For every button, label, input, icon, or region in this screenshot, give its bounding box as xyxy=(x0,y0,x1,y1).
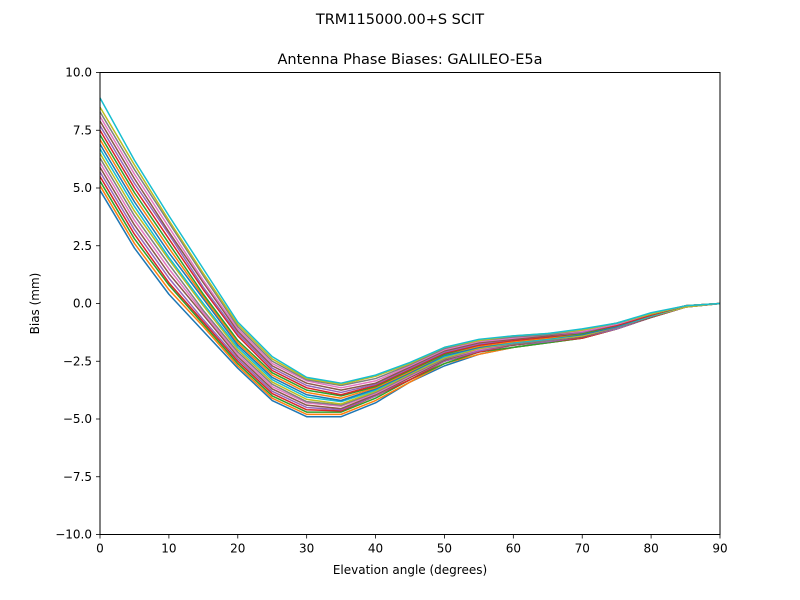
x-tick-label: 90 xyxy=(712,542,727,556)
y-tick-label: 5.0 xyxy=(73,181,92,195)
y-tick-label: −10.0 xyxy=(55,528,92,542)
series-line xyxy=(99,143,721,402)
series-line xyxy=(99,120,721,391)
x-axis-label: Elevation angle (degrees) xyxy=(333,563,487,577)
x-axis: 0 10 20 30 40 50 60 70 80 90 xyxy=(96,534,728,556)
series-line xyxy=(99,139,721,399)
y-tick-label: −7.5 xyxy=(63,470,92,484)
series-line xyxy=(99,97,721,384)
x-tick-label: 80 xyxy=(643,542,658,556)
y-tick-label: 2.5 xyxy=(73,239,92,253)
figure-suptitle: TRM115000.00+S SCIT xyxy=(315,12,484,28)
y-tick-label: 7.5 xyxy=(73,123,92,137)
x-tick-label: 20 xyxy=(230,542,245,556)
series-layer xyxy=(99,97,721,418)
series-line xyxy=(99,129,721,396)
x-tick-label: 70 xyxy=(575,542,590,556)
y-axis-label: Bias (mm) xyxy=(28,273,42,335)
x-tick-label: 10 xyxy=(161,542,176,556)
series-line xyxy=(99,116,721,389)
y-tick-label: −5.0 xyxy=(63,412,92,426)
x-tick-label: 60 xyxy=(506,542,521,556)
series-line xyxy=(99,106,721,386)
y-axis: 10.0 7.5 5.0 2.5 0.0 −2.5 −5.0 −7.5 −10.0 xyxy=(55,66,100,542)
series-line xyxy=(99,111,721,387)
x-tick-label: 30 xyxy=(299,542,314,556)
y-tick-label: −2.5 xyxy=(63,354,92,368)
x-tick-label: 50 xyxy=(437,542,452,556)
series-line xyxy=(99,157,721,406)
y-tick-label: 0.0 xyxy=(73,297,92,311)
x-tick-label: 40 xyxy=(368,542,383,556)
x-tick-label: 0 xyxy=(96,542,104,556)
y-tick-label: 10.0 xyxy=(65,66,92,80)
chart-title: Antenna Phase Biases: GALILEO-E5a xyxy=(278,52,543,68)
